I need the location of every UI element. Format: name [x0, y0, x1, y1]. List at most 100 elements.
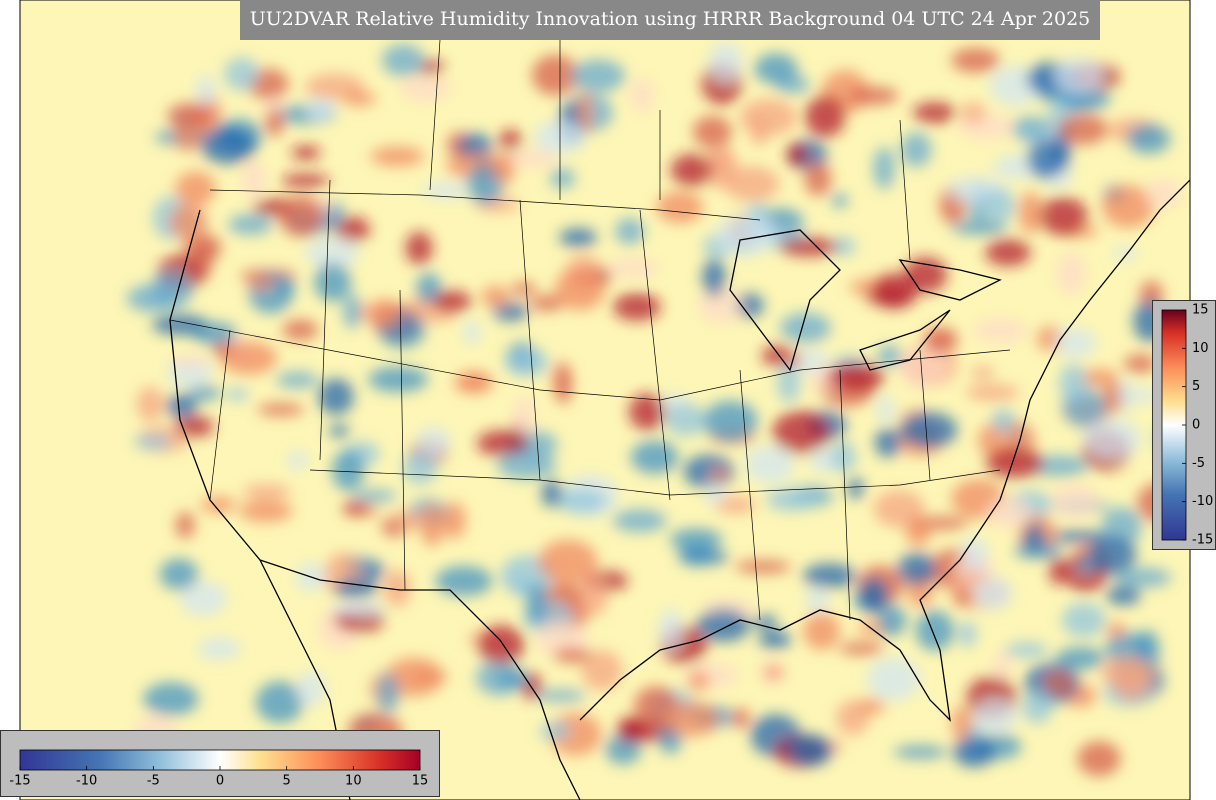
- humidity-blob: [511, 282, 537, 296]
- humidity-blob: [1106, 585, 1141, 606]
- humidity-blob: [151, 314, 209, 336]
- humidity-blob: [708, 41, 744, 83]
- humidity-blob: [332, 600, 384, 617]
- humidity-blob: [242, 484, 292, 500]
- humidity-blob: [670, 153, 713, 187]
- colorbar-tick-label: 5: [283, 774, 291, 789]
- humidity-blob: [986, 497, 1032, 529]
- humidity-blob: [1057, 114, 1108, 145]
- humidity-blob: [342, 503, 378, 517]
- humidity-blob: [150, 270, 193, 310]
- humidity-blob: [167, 102, 214, 129]
- humidity-blob: [200, 127, 256, 165]
- humidity-blob: [696, 608, 751, 642]
- humidity-blob: [280, 173, 330, 188]
- humidity-blob: [658, 609, 683, 651]
- humidity-blob: [971, 366, 995, 380]
- humidity-blob: [831, 193, 848, 208]
- colorbar-tick-label: -5: [1192, 456, 1205, 471]
- humidity-blob: [735, 560, 791, 574]
- humidity-blob: [175, 415, 214, 438]
- humidity-blob: [873, 490, 925, 528]
- humidity-blob: [287, 451, 308, 471]
- humidity-blob: [282, 319, 319, 341]
- humidity-blob: [370, 298, 400, 329]
- humidity-blob: [763, 666, 785, 680]
- humidity-blob: [179, 581, 227, 617]
- borders: [169, 39, 1011, 621]
- colorbar-tick-label: -15: [9, 774, 30, 789]
- humidity-blob: [555, 489, 608, 514]
- colorbar-tick-label: -10: [1192, 494, 1213, 509]
- humidity-blob: [504, 348, 549, 377]
- humidity-blob: [1029, 455, 1089, 477]
- humidity-blob: [612, 509, 667, 533]
- humidity-blob: [866, 657, 921, 701]
- humidity-blob: [714, 496, 756, 514]
- colorbar-tick-label: 0: [216, 774, 224, 789]
- humidity-blob: [553, 647, 591, 663]
- humidity-blob: [847, 477, 864, 500]
- humidity-blob: [951, 47, 1000, 73]
- humidity-blob: [1087, 535, 1137, 574]
- humidity-field: [126, 41, 1190, 777]
- humidity-blob: [133, 434, 172, 450]
- humidity-blob: [874, 428, 902, 458]
- humidity-blob: [453, 372, 494, 394]
- bottom-colorbar: -15 -10 -5 0 5 10 15: [0, 730, 440, 797]
- humidity-blob: [698, 288, 742, 324]
- colorbar-tick-label: -10: [76, 774, 97, 789]
- colorbar-tick-label: 15: [412, 774, 429, 789]
- humidity-blob: [416, 427, 451, 459]
- humidity-blob: [1102, 185, 1155, 228]
- humidity-blob: [724, 166, 780, 202]
- humidity-blob: [296, 671, 326, 707]
- humidity-blob: [381, 43, 425, 77]
- humidity-blob: [745, 446, 795, 484]
- humidity-blob: [1118, 379, 1136, 412]
- humidity-blob: [617, 716, 645, 743]
- humidity-blob: [702, 258, 726, 298]
- humidity-blob: [838, 642, 885, 655]
- humidity-blob: [758, 630, 792, 649]
- humidity-blob: [897, 552, 936, 585]
- humidity-blob: [1106, 622, 1126, 639]
- humidity-blob: [435, 565, 493, 597]
- humidity-blob: [876, 395, 895, 423]
- humidity-blob: [200, 496, 236, 513]
- humidity-blob: [985, 239, 1031, 267]
- humidity-blob: [687, 671, 710, 691]
- humidity-blob: [848, 86, 899, 105]
- humidity-blob: [739, 98, 797, 136]
- humidity-blob: [550, 168, 575, 189]
- humidity-blob: [683, 454, 734, 489]
- humidity-blob: [242, 160, 267, 200]
- humidity-blob: [159, 558, 199, 591]
- humidity-blob: [463, 320, 480, 345]
- humidity-blob: [780, 312, 831, 343]
- humidity-blob: [539, 722, 572, 741]
- humidity-blob: [830, 237, 856, 256]
- humidity-blob: [1038, 196, 1088, 236]
- humidity-blob: [183, 233, 222, 263]
- humidity-blob: [391, 510, 429, 530]
- humidity-blob: [265, 108, 284, 137]
- humidity-blob: [1049, 530, 1108, 544]
- humidity-blob: [442, 502, 466, 539]
- humidity-blob: [900, 132, 932, 168]
- humidity-blob: [276, 371, 319, 389]
- colorbar-tick-label: 10: [1192, 341, 1209, 356]
- humidity-blob: [1022, 690, 1053, 724]
- humidity-blob: [715, 214, 776, 257]
- humidity-blob: [1077, 741, 1121, 777]
- humidity-blob: [334, 216, 370, 243]
- humidity-blob: [376, 673, 399, 714]
- humidity-blob: [165, 393, 198, 419]
- humidity-blob: [541, 479, 563, 508]
- humidity-blob: [257, 403, 305, 416]
- humidity-blob: [705, 482, 725, 506]
- humidity-blob: [772, 410, 831, 454]
- humidity-blob: [136, 386, 164, 422]
- humidity-blob: [492, 152, 516, 185]
